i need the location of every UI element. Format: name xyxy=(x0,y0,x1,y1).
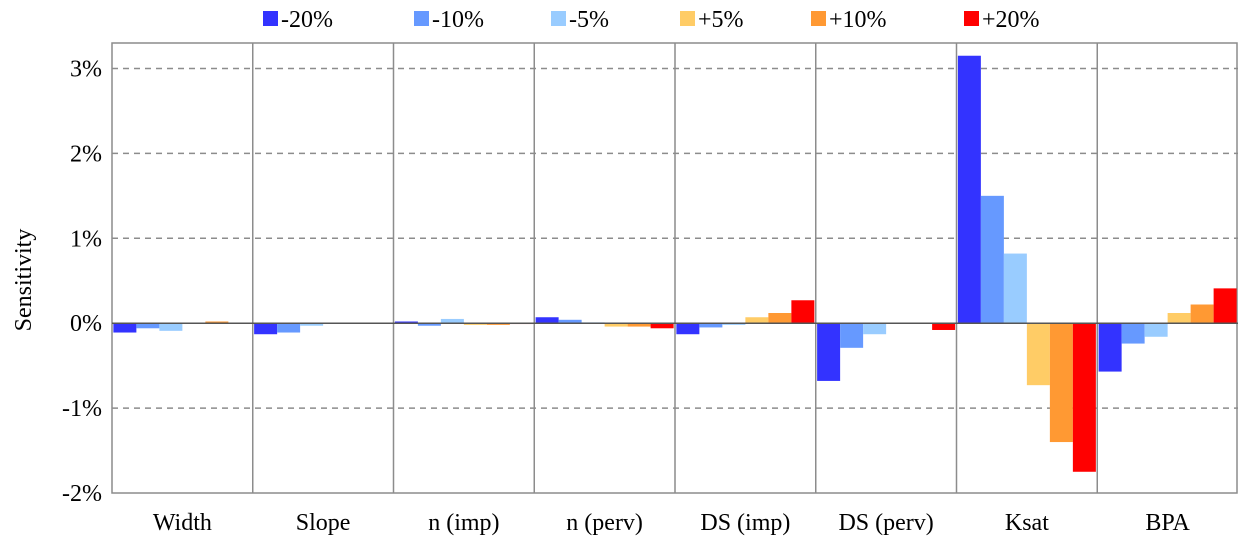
legend-swatch xyxy=(414,11,429,26)
x-tick-label: Slope xyxy=(296,510,351,536)
bar xyxy=(1167,313,1191,324)
bar xyxy=(136,323,160,329)
legend-item: +10% xyxy=(811,7,887,33)
legend-item: +20% xyxy=(964,7,1040,33)
bar xyxy=(768,313,792,324)
bar xyxy=(1144,323,1168,337)
bar xyxy=(863,323,887,335)
bar xyxy=(1026,323,1050,386)
x-tick-label: n (imp) xyxy=(428,510,499,536)
bar xyxy=(932,323,956,330)
bar xyxy=(745,317,769,324)
legend-item: +5% xyxy=(680,7,744,33)
bar xyxy=(1003,253,1027,324)
bar xyxy=(627,323,651,327)
bar xyxy=(300,323,324,326)
bar xyxy=(1049,323,1073,443)
plot-area xyxy=(111,42,1238,494)
bar xyxy=(486,323,510,325)
legend-swatch xyxy=(263,11,278,26)
x-tick-label: n (perv) xyxy=(566,510,643,536)
legend-item: -10% xyxy=(414,7,484,33)
legend-label: -20% xyxy=(281,7,333,33)
y-tick-label: 0% xyxy=(70,311,102,337)
bar xyxy=(254,323,278,335)
legend-label: +5% xyxy=(698,7,744,33)
legend-item: -20% xyxy=(263,7,333,33)
bar xyxy=(699,323,723,328)
bar xyxy=(440,318,464,324)
bar xyxy=(159,323,183,331)
x-tick-label: DS (imp) xyxy=(700,510,790,536)
y-tick-label: -1% xyxy=(62,396,102,422)
bar xyxy=(1098,323,1122,372)
bar xyxy=(394,321,418,324)
bar xyxy=(676,323,700,335)
legend-label: +20% xyxy=(982,7,1040,33)
bar xyxy=(277,323,301,333)
x-axis: Width Slope n (imp) n (perv) DS (imp) DS (per… xyxy=(153,510,1191,536)
y-tick-label: 3% xyxy=(70,56,102,82)
x-tick-label: BPA xyxy=(1145,510,1190,536)
bar xyxy=(558,319,582,324)
x-tick-label: DS (perv) xyxy=(838,510,933,536)
bar xyxy=(113,323,137,333)
legend-label: -10% xyxy=(432,7,484,33)
legend-item: -5% xyxy=(551,7,609,33)
bar xyxy=(1121,323,1145,344)
bar xyxy=(957,55,981,324)
bar xyxy=(1072,323,1096,472)
y-tick-label: 2% xyxy=(70,141,102,167)
bar xyxy=(650,323,674,329)
bar xyxy=(604,323,628,327)
x-tick-label: Ksat xyxy=(1005,510,1049,536)
bar xyxy=(817,323,841,381)
legend-swatch xyxy=(811,11,826,26)
legend-swatch xyxy=(680,11,695,26)
legend-label: -5% xyxy=(569,7,609,33)
bar xyxy=(840,323,864,348)
bar xyxy=(417,323,441,326)
bar xyxy=(722,323,746,325)
bar xyxy=(791,300,815,324)
legend: -20% -10% -5% +5% +10% +20% xyxy=(263,7,1040,33)
y-tick-label: 1% xyxy=(70,226,102,252)
y-axis: 3% 2% 1% 0% -1% -2% xyxy=(62,56,102,507)
bar xyxy=(463,323,487,325)
x-tick-label: Width xyxy=(153,510,212,536)
legend-swatch xyxy=(964,11,979,26)
bar xyxy=(1190,304,1214,324)
bar xyxy=(980,195,1004,324)
bar xyxy=(1213,288,1237,324)
y-tick-label: -2% xyxy=(62,481,102,507)
legend-label: +10% xyxy=(829,7,887,33)
legend-swatch xyxy=(551,11,566,26)
y-axis-title: Sensitivity xyxy=(11,229,37,332)
bar xyxy=(535,317,559,324)
bar xyxy=(205,321,229,324)
